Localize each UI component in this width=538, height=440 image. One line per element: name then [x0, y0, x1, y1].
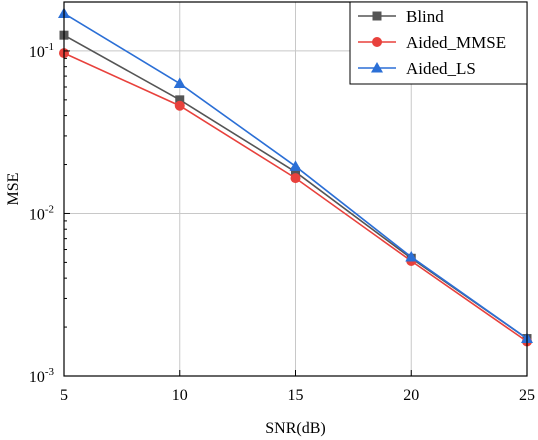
y-tick-label: 10-3 [29, 366, 55, 386]
y-tick-base: 10 [29, 44, 45, 61]
y-tick-exponent: -1 [45, 41, 54, 53]
x-tick-label: 25 [519, 387, 535, 404]
y-tick-label: 10-2 [29, 203, 54, 223]
legend-marker [372, 37, 382, 47]
y-tick-label: 10-1 [29, 41, 54, 61]
legend-entry-aided-mmse: Aided_MMSE [358, 33, 506, 52]
legend-label: Aided_LS [406, 59, 476, 78]
x-tick-label: 15 [288, 387, 304, 404]
data-point-blind [291, 167, 300, 177]
y-tick-base: 10 [29, 369, 45, 386]
legend-label: Aided_MMSE [406, 33, 506, 52]
series-layer [58, 7, 533, 347]
y-axis-label: MSE [5, 173, 22, 206]
legend: Blind Aided_MMSE Aided_LS [349, 1, 528, 85]
y-tick-exponent: -3 [45, 366, 55, 378]
data-point-aided-ls [289, 160, 302, 171]
data-point-blind [175, 95, 185, 105]
x-axis-label: SNR(dB) [265, 420, 325, 437]
legend-entry-aided-ls: Aided_LS [358, 59, 476, 78]
x-tick-label: 10 [172, 387, 188, 404]
data-point-aided-mmse [290, 173, 301, 184]
legend-marker [372, 11, 382, 21]
y-tick-exponent: -2 [45, 203, 54, 215]
legend-entry-blind: Blind [358, 7, 444, 26]
x-tick-label: 5 [60, 387, 68, 404]
y-tick-base: 10 [29, 206, 45, 223]
legend-label: Blind [406, 7, 444, 26]
data-point-aided-mmse [174, 100, 185, 111]
x-tick-label: 20 [403, 387, 419, 404]
legend-marker [371, 62, 383, 73]
data-point-aided-ls [405, 250, 418, 262]
data-point-aided-ls [173, 77, 186, 89]
